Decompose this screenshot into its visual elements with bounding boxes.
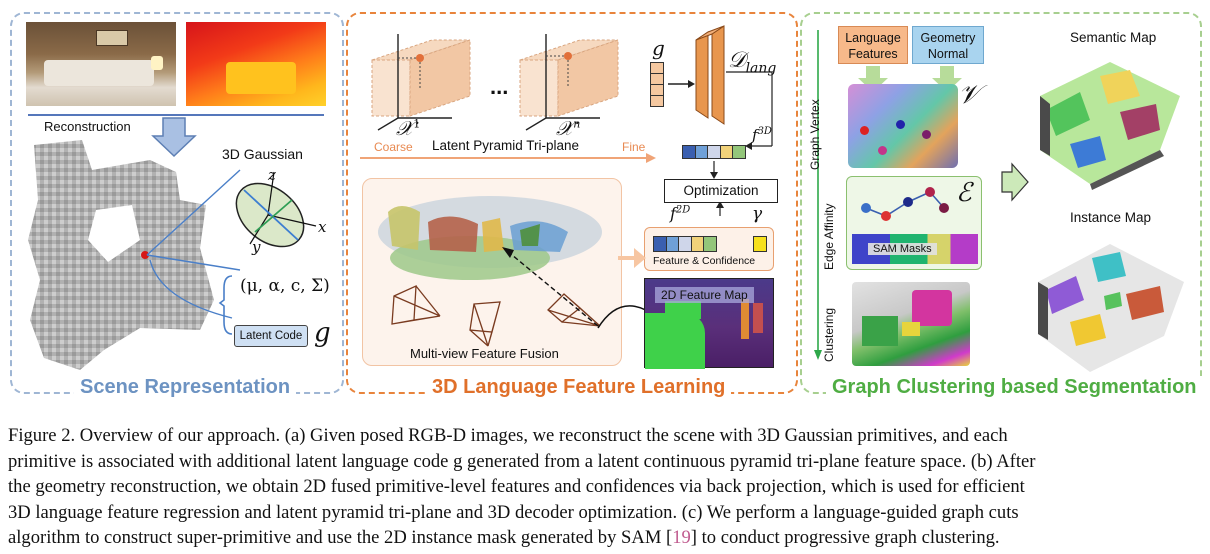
instance-map-image: [1038, 244, 1184, 372]
latent-g-symbol: g: [314, 318, 331, 348]
f3d-symbol: f: [752, 126, 758, 144]
caption-line: primitive is associated with additional …: [8, 450, 1036, 472]
decoder-label: 𝒟lang: [728, 48, 776, 76]
optimization-label: Optimization: [683, 183, 759, 198]
semantic-map-label: Semantic Map: [1070, 30, 1157, 45]
fine-label: Fine: [622, 140, 646, 154]
decoder-block: [668, 25, 773, 150]
caption-line: 3D language feature regression and laten…: [8, 501, 1019, 523]
language-features-box: Language Features: [838, 26, 908, 64]
rgb-image: [26, 22, 176, 106]
decoder-symbol: 𝒟: [728, 48, 746, 73]
axis-z-label: z: [268, 166, 276, 184]
divider-line: [28, 114, 324, 116]
axis-x-label: x: [318, 218, 327, 236]
language-learning-title: 3D Language Feature Learning: [426, 376, 732, 399]
caption-text: ] to conduct progressive graph clusterin…: [690, 527, 1000, 549]
feature-down-arrows: [858, 66, 962, 92]
gaussian-label: 3D Gaussian: [222, 146, 303, 162]
graph-vertex-image: [848, 84, 958, 168]
x1-sup: 1: [413, 117, 421, 131]
sam-masks-label: SAM Masks: [868, 243, 937, 255]
edge-set-symbol: ℰ: [956, 178, 972, 208]
param-bracket: [149, 259, 233, 335]
caption-line: the geometry reconstruction, we obtain 2…: [8, 476, 1025, 498]
latent-code-box: Latent Code: [234, 325, 308, 347]
caption-last-line: algorithm to construct super-primitive a…: [8, 525, 1202, 551]
geometry-normal-label: Geometry Normal: [920, 31, 976, 61]
x1-label: 𝒳1: [396, 116, 420, 140]
reconstructed-scene-mesh: [28, 140, 214, 370]
f3d-feature-vector: [682, 145, 746, 159]
feature-map-label: 2D Feature Map: [655, 287, 754, 303]
clustering-image: [852, 282, 970, 366]
figure-caption: Figure 2. Overview of our approach. (a) …: [8, 423, 1202, 551]
f3d-label: f3D: [752, 126, 772, 144]
to-optimization-arrow: [710, 161, 724, 216]
latent-code-label: Latent Code: [239, 330, 303, 342]
x1-symbol: 𝒳: [396, 116, 414, 140]
edge-graph: [861, 187, 949, 221]
edge-affinity-label: Edge Affinity: [822, 203, 836, 271]
f2d-label: f2D: [670, 204, 690, 223]
language-features-label: Language Features: [845, 31, 901, 61]
xn-label: 𝒳n: [556, 116, 580, 140]
triplane-label: Latent Pyramid Tri-plane: [432, 138, 580, 153]
f3d-sup: 3D: [757, 126, 772, 137]
axis-y-label: y: [252, 238, 261, 256]
graph-clustering-title: Graph Clustering based Segmentation: [826, 376, 1203, 399]
optimization-box: Optimization: [664, 179, 778, 203]
feature-confidence-label: Feature & Confidence: [653, 255, 756, 267]
f2d-feature-vector: [653, 236, 717, 252]
semantic-map-image: [1040, 62, 1180, 190]
gamma-label: γ: [752, 204, 763, 224]
vertical-green-arrow: [814, 30, 822, 360]
coarse-label: Coarse: [374, 140, 413, 154]
caption-line: Figure 2. Overview of our approach. (a) …: [8, 425, 1008, 446]
caption-text: algorithm to construct super-primitive a…: [8, 527, 673, 549]
sam-masks-image: SAM Masks: [852, 234, 978, 264]
xn-sup: n: [573, 117, 581, 131]
g-vector: [650, 62, 664, 107]
feature-map-image: 2D Feature Map: [644, 278, 774, 369]
gaussian-params: (μ, α, c, Σ): [240, 276, 330, 296]
f2d-sup: 2D: [675, 204, 691, 216]
fusion-label: Multi-view Feature Fusion: [410, 346, 559, 361]
clustering-label: Clustering: [822, 307, 836, 362]
reconstruction-arrow: [151, 117, 197, 158]
xn-symbol: 𝒳: [556, 116, 574, 140]
instance-map-label: Instance Map: [1070, 210, 1152, 225]
point-cloud: [378, 196, 602, 280]
reconstruction-label: Reconstruction: [44, 119, 131, 134]
decoder-sub: lang: [745, 60, 777, 77]
g-symbol: g: [652, 36, 665, 60]
geometry-normal-box: Geometry Normal: [912, 26, 984, 64]
feature-confidence-box: Feature & Confidence: [644, 227, 774, 271]
confidence-cell: [753, 236, 767, 252]
graph-vertex-label: Graph Vertex: [808, 99, 822, 170]
citation-link[interactable]: 19: [672, 527, 691, 549]
coarse-to-fine-arrow: [360, 153, 656, 163]
scene-representation-title: Scene Representation: [74, 376, 297, 399]
gaussian-ellipse: [146, 169, 317, 271]
vertex-set-symbol: 𝒱: [958, 80, 980, 110]
triplane-cubes: [371, 34, 619, 131]
triplane-dots: ...: [490, 74, 509, 99]
f2d-symbol: f: [670, 204, 676, 223]
depth-image: [186, 22, 326, 106]
to-maps-arrow: [1001, 162, 1029, 202]
